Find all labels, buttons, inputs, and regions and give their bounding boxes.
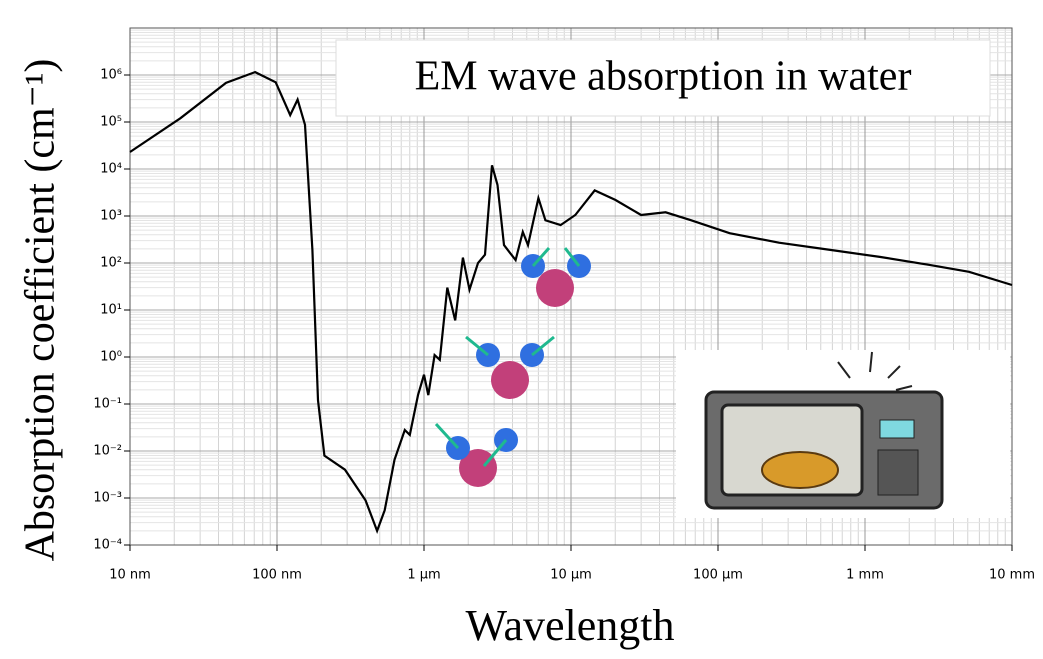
grid [129, 28, 1013, 546]
y-tick-label: 10³ [100, 209, 122, 224]
y-tick-label: 10¹ [100, 303, 122, 318]
x-tick-label: 1 μm [407, 568, 440, 583]
y-tick-label: 10⁶ [100, 68, 122, 83]
molecules [434, 247, 591, 487]
x-tick-label: 100 μm [693, 568, 743, 583]
y-tick-label: 10⁻² [93, 444, 122, 459]
x-axis-label: Wavelength [465, 601, 674, 650]
x-tick-label: 10 mm [989, 568, 1035, 583]
y-axis-label: Absorption coefficient (cm⁻¹) [18, 59, 64, 562]
y-tick-label: 10⁻¹ [93, 397, 122, 412]
x-tick-label: 100 nm [252, 568, 302, 583]
microwave-illustration [676, 350, 1010, 518]
data-line [129, 70, 1013, 535]
y-tick-label: 10⁰ [100, 350, 122, 365]
y-tick-label: 10⁴ [100, 162, 122, 177]
x-tick-label: 10 μm [550, 568, 592, 583]
title-box [335, 39, 991, 117]
y-tick-label: 10⁻³ [93, 491, 122, 506]
x-tick-label: 10 nm [109, 568, 151, 583]
chart-title: EM wave absorption in water [415, 54, 912, 100]
marks [129, 70, 1013, 535]
y-tick-label: 10² [100, 256, 122, 271]
y-tick-label: 10⁵ [100, 115, 122, 130]
y-tick-label: 10⁻⁴ [93, 538, 122, 553]
x-tick-label: 1 mm [846, 568, 884, 583]
